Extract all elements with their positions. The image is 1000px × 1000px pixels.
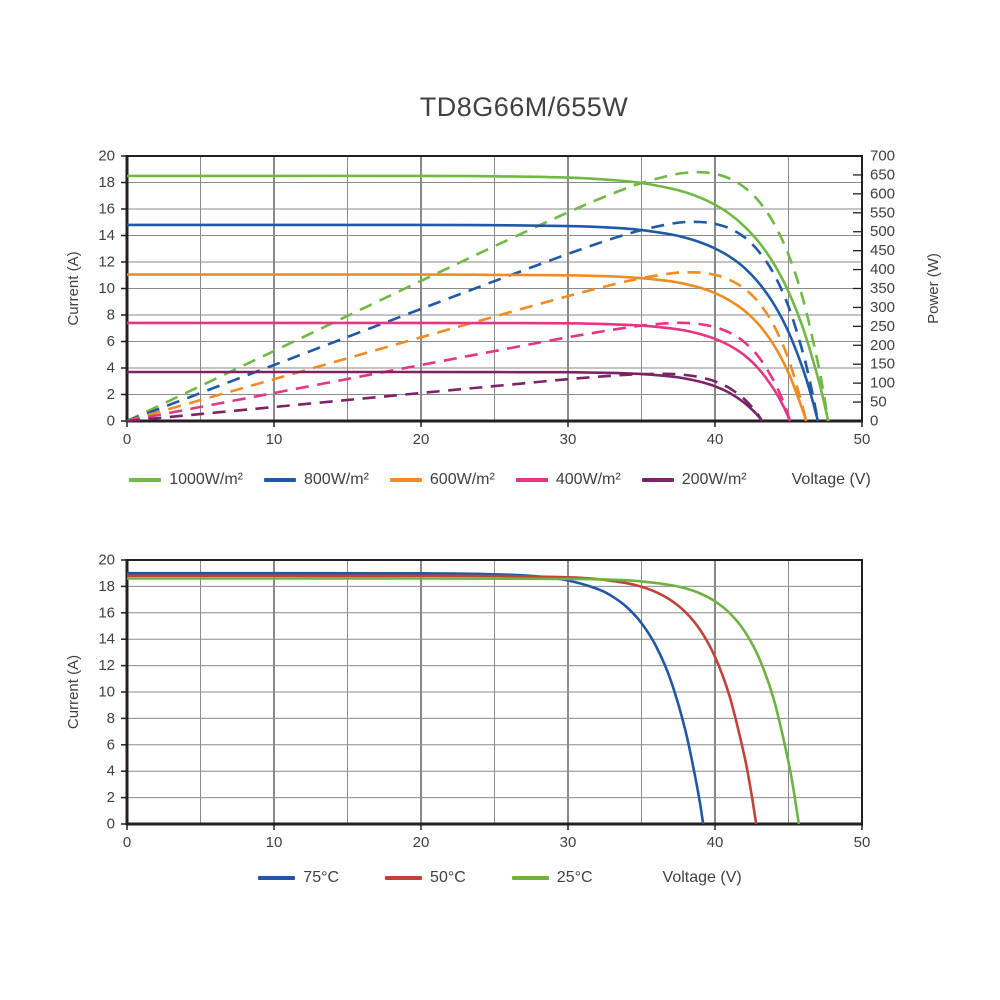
legend-label: 400W/m² [555,471,621,488]
legend-label: 25°C [556,869,593,886]
y-right-tick-label: 150 [870,356,895,373]
power-curve-800Wm [126,220,820,423]
y-left-tick-label: 16 [98,201,115,218]
y-left-tick-label: 20 [98,552,115,569]
legend-item: 400W/m² [515,471,621,489]
legend-swatch [129,478,162,482]
y-left-tick-label: 14 [98,227,115,244]
legend-label: 75°C [303,869,340,886]
x-axis-title: Voltage (V) [662,869,742,886]
legend-swatch [264,478,296,482]
y-left-tick-label: 6 [107,333,115,350]
legend-swatch [515,478,548,482]
y-axis-title-right: Power (W) [925,253,942,324]
iv-curve-1000Wm [127,174,830,422]
y-left-tick-label: 10 [98,280,115,297]
y-left-tick-label: 8 [107,710,115,727]
y-left-tick-label: 0 [107,816,115,833]
y-axis-title-left: Current (A) [65,655,82,729]
irradiance-legend: 1000W/m² 800W/m² 600W/m² 400W/m² 200W/m² Volt… [0,471,1000,489]
y-right-tick-label: 650 [870,166,895,183]
x-tick-label: 50 [854,834,871,850]
x-tick-label: 30 [560,834,577,850]
iv-curve-400Wm [127,321,792,422]
legend-swatch [389,478,422,482]
y-right-tick-label: 450 [870,242,895,259]
x-tick-label: 40 [707,834,724,850]
y-left-tick-label: 8 [107,307,115,324]
legend-swatch [385,876,423,880]
y-left-tick-label: 18 [98,174,115,191]
y-left-tick-label: 0 [107,413,115,430]
y-left-tick-label: 14 [98,631,115,648]
legend-item: 200W/m² [641,471,747,489]
y-right-tick-label: 400 [870,261,895,278]
iv-curve-800Wm [126,223,820,422]
iv-curve-75C [127,571,705,825]
page-title: TD8G66M/655W [419,92,629,122]
iv-curve-25C [127,577,801,825]
y-left-tick-label: 12 [98,657,115,674]
x-tick-label: 50 [854,431,871,448]
y-right-tick-label: 550 [870,204,895,221]
x-axis-title: Voltage (V) [791,471,871,488]
legend-item: 25°C [511,869,593,887]
legend-swatch [258,876,296,880]
x-tick-label: 20 [413,431,430,448]
y-right-tick-label: 200 [870,337,895,354]
x-tick-label: 10 [266,834,283,850]
y-left-tick-label: 10 [98,684,115,701]
legend-item: 800W/m² [264,471,369,489]
y-right-tick-label: 50 [870,394,887,411]
y-left-tick-label: 16 [98,604,115,621]
x-tick-label: 0 [123,834,131,850]
y-right-tick-label: 600 [870,185,895,202]
iv-curve-50C [126,574,758,825]
y-left-tick-label: 20 [98,148,115,165]
y-left-tick-label: 2 [107,386,115,403]
x-tick-label: 40 [707,431,724,448]
y-left-tick-label: 4 [107,360,115,377]
y-left-tick-label: 2 [107,789,115,806]
legend-swatch [641,478,674,482]
legend-swatch [511,876,549,880]
legend-label: 600W/m² [429,471,495,488]
legend-label: 1000W/m² [169,471,243,488]
x-tick-label: 20 [413,834,430,850]
legend-label: 800W/m² [304,471,369,488]
y-right-tick-label: 500 [870,223,895,240]
y-right-tick-label: 100 [870,375,895,392]
y-right-tick-label: 700 [870,148,895,165]
power-curve-600Wm [126,271,808,423]
iv-curve-600Wm [126,273,808,422]
y-right-tick-label: 300 [870,299,895,316]
legend-label: 200W/m² [681,471,747,488]
power-curve-200Wm [126,372,764,423]
y-axis-title-left: Current (A) [65,251,82,325]
y-left-tick-label: 4 [107,763,115,780]
legend-label: 50°C [430,869,466,886]
y-left-tick-label: 6 [107,736,115,753]
y-right-tick-label: 0 [870,413,878,430]
power-curve-400Wm [126,321,792,423]
legend-item: 1000W/m² [129,471,243,489]
x-tick-label: 0 [123,431,131,448]
x-tick-label: 30 [560,431,577,448]
y-right-tick-label: 350 [870,280,895,297]
temperature-legend: 75°C 50°C 25°C Voltage (V) [0,869,1000,887]
y-left-tick-label: 12 [98,254,115,271]
legend-item: 75°C [258,869,339,887]
iv-temperature-chart: 0 2 4 6 8 10 12 14 16 18 20 0 10 20 30 40 50 Current (A) [65,552,871,851]
y-right-tick-label: 250 [870,318,895,335]
power-curve-1000Wm [126,170,830,423]
y-left-tick-label: 18 [98,578,115,595]
legend-item: 50°C [385,869,466,887]
iv-curve-200Wm [126,370,764,422]
x-tick-label: 10 [266,431,283,448]
legend-item: 600W/m² [389,471,495,489]
